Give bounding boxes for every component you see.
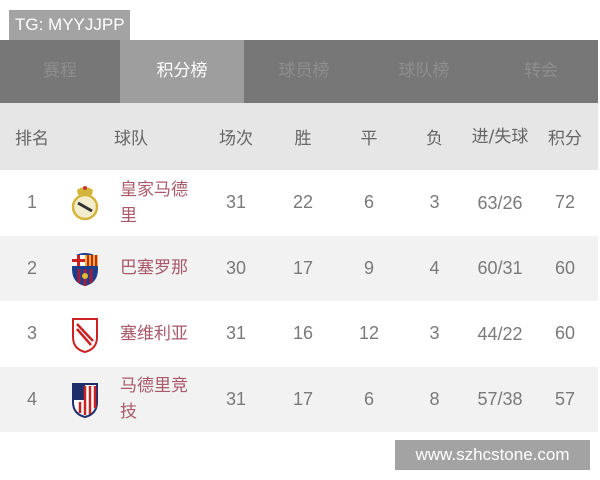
games: 31 [225,192,247,213]
games: 30 [225,257,247,278]
wins: 16 [292,323,314,344]
goals: 44/22 [477,323,523,344]
losses: 4 [429,257,440,278]
watermark-top: TG: MYYJJPP [9,10,130,40]
points: 60 [554,257,576,278]
draws: 9 [363,257,374,278]
wins: 17 [292,388,314,409]
watermark-bottom: www.szhcstone.com [395,440,590,470]
header-draw: 平 [360,129,378,149]
table-header: 排名 球队 场次 胜 平 负 进/失球 积分 [0,103,598,170]
draws: 6 [363,192,374,213]
points: 72 [554,192,576,213]
points: 60 [554,323,576,344]
games: 31 [225,388,247,409]
wins: 17 [292,257,314,278]
tab-schedule[interactable]: 赛程 [43,61,77,81]
tab-team-ranking[interactable]: 球队榜 [398,61,450,81]
header-points: 积分 [548,129,582,149]
sevilla-crest-icon [64,315,106,353]
tab-transfers[interactable]: 转会 [524,61,558,81]
header-loss: 负 [426,129,443,149]
draws: 6 [363,388,374,409]
header-games: 场次 [219,129,253,149]
games: 31 [225,323,247,344]
rank: 3 [26,323,37,344]
header-goals: 进/失球 [471,126,529,147]
losses: 8 [429,388,440,409]
team-name[interactable]: 塞维利亚 [120,323,188,344]
table-row[interactable]: 2 巴塞罗那 30 17 9 4 60/31 60 [0,235,598,301]
losses: 3 [429,192,440,213]
team-name[interactable]: 皇家马德里 [120,179,188,226]
table-row[interactable]: 3 塞维利亚 31 16 12 3 44/22 60 [0,301,598,367]
rank: 2 [26,257,37,278]
draws: 12 [358,323,380,344]
team-name[interactable]: 马德里竞技 [120,376,188,423]
losses: 3 [429,323,440,344]
table-row[interactable]: 4 马德里竞技 31 17 6 8 57/38 57 [0,366,598,432]
rank: 1 [26,192,37,213]
tab-bar: 赛程 积分榜 球员榜 球队榜 转会 [0,40,598,103]
tab-standings[interactable]: 积分榜 [120,40,244,103]
atletico-madrid-crest-icon [64,380,106,419]
real-madrid-crest-icon [64,184,106,222]
rank: 4 [26,388,37,409]
tab-player-ranking[interactable]: 球员榜 [278,61,330,81]
barcelona-crest-icon [64,249,106,287]
header-team: 球队 [114,129,148,149]
wins: 22 [292,192,314,213]
goals: 60/31 [477,258,523,279]
goals: 63/26 [477,192,523,213]
standings-table: 排名 球队 场次 胜 平 负 进/失球 积分 1 皇家马德里 31 22 6 3… [0,103,598,432]
points: 57 [554,388,576,409]
team-name[interactable]: 巴塞罗那 [120,258,188,279]
header-rank: 排名 [15,129,49,149]
header-win: 胜 [294,129,312,149]
table-row[interactable]: 1 皇家马德里 31 22 6 3 63/26 72 [0,170,598,236]
goals: 57/38 [477,389,523,410]
